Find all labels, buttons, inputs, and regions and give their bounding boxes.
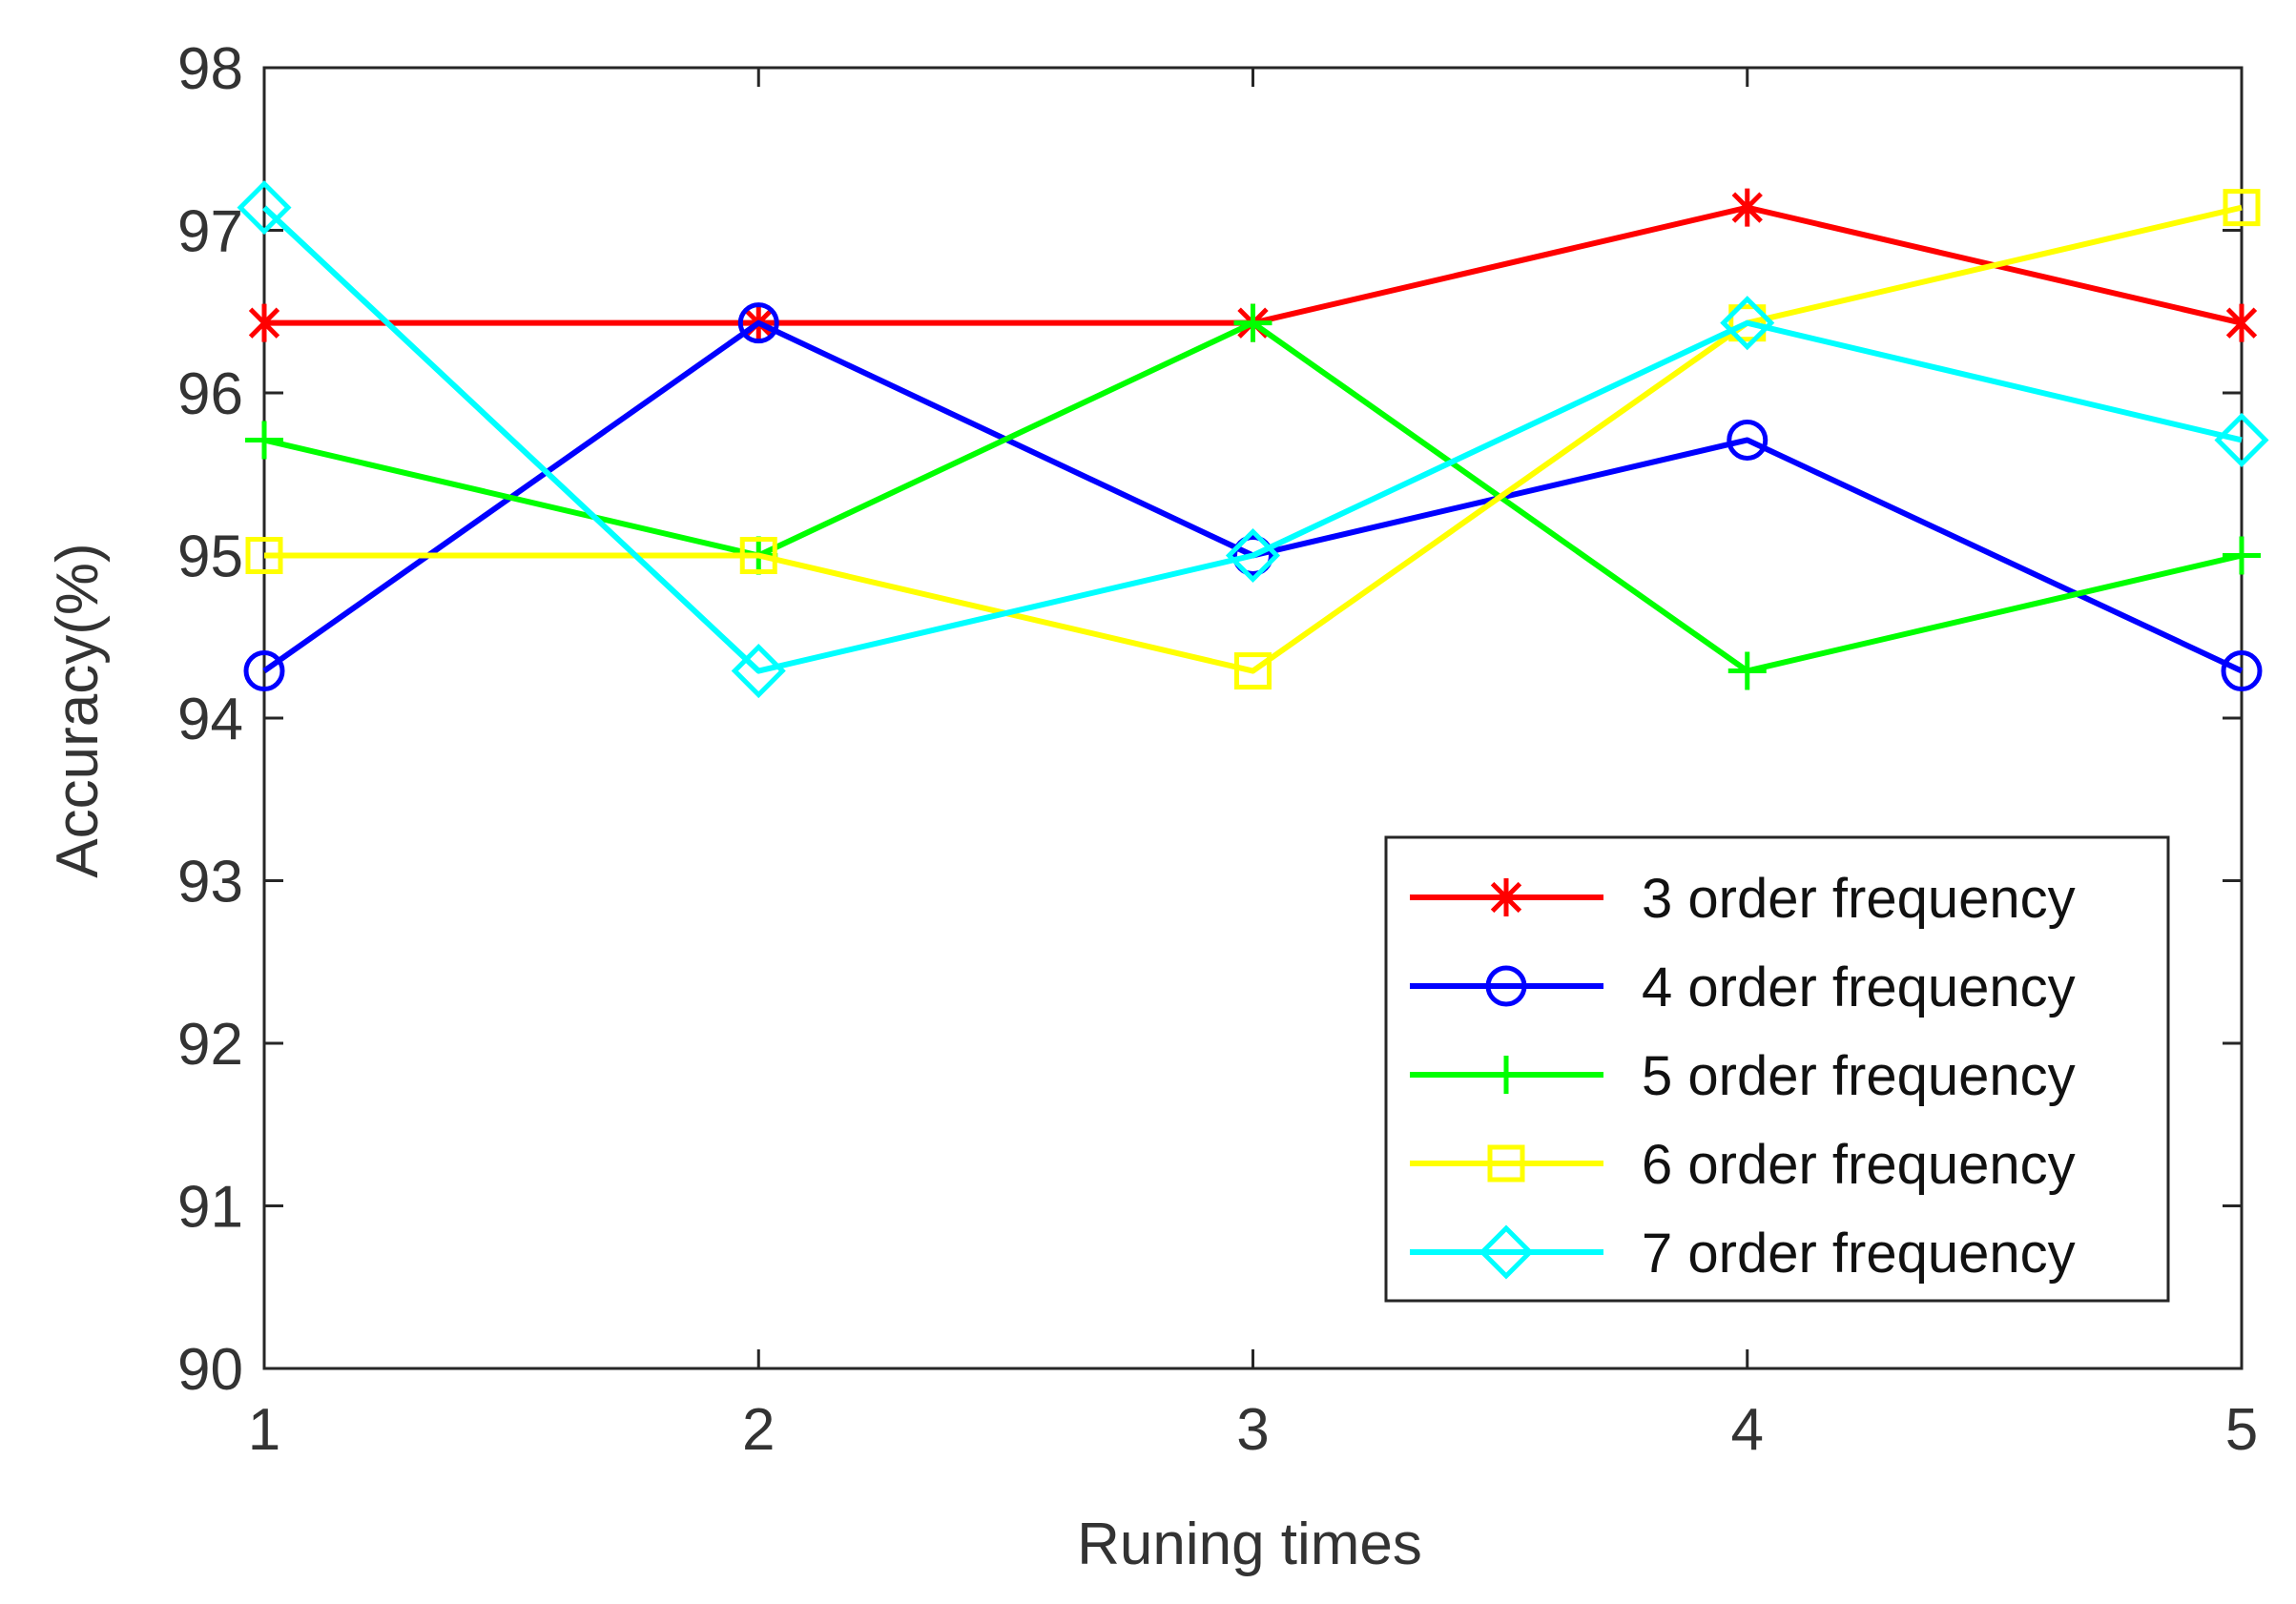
- series-4: [245, 189, 2261, 690]
- square-marker: [739, 537, 777, 574]
- circle-marker: [737, 302, 779, 344]
- square-marker: [245, 537, 283, 574]
- y-tick-label: 98: [177, 36, 243, 102]
- y-tick-label: 91: [177, 1175, 243, 1241]
- diamond-marker: [237, 180, 292, 236]
- series-line: [264, 204, 2243, 674]
- circle-marker: [2221, 650, 2263, 692]
- diamond-marker: [1225, 527, 1281, 584]
- x-tick-label: 4: [1731, 1397, 1764, 1463]
- x-tick-label: 3: [1236, 1397, 1269, 1463]
- circle-marker: [243, 650, 285, 692]
- square-marker: [2223, 189, 2261, 227]
- legend-label: 6 order frequency: [1642, 1134, 2076, 1196]
- diamond-marker: [731, 644, 786, 699]
- circle-marker: [1727, 419, 1769, 461]
- square-marker: [1728, 304, 1767, 342]
- plus-marker: [2223, 536, 2261, 575]
- square-marker: [1234, 652, 1272, 690]
- y-tick-label: 96: [177, 361, 243, 427]
- square-marker: [1487, 1144, 1525, 1182]
- y-tick-label: 93: [177, 850, 243, 915]
- y-tick-label: 92: [177, 1012, 243, 1078]
- x-axis-title: Runing times: [1077, 1511, 1422, 1577]
- diamond-marker: [1479, 1224, 1534, 1280]
- legend-item: 4 order frequency: [1410, 956, 2076, 1018]
- plus-marker: [1233, 303, 1272, 342]
- legend: 3 order frequency 4 order frequency 5 orde…: [1384, 835, 2170, 1303]
- circle-marker: [1232, 535, 1273, 576]
- legend-item: 5 order frequency: [1410, 1045, 2076, 1107]
- asterisk-marker: [1490, 878, 1522, 916]
- axes: 90 91 92 93 94 95 96 97 98 1 2 3 4 5: [177, 36, 2258, 1463]
- asterisk-marker: [1731, 188, 1763, 227]
- diamond-marker: [1720, 296, 1775, 351]
- series-group: [237, 180, 2269, 699]
- x-tick-label: 1: [248, 1397, 280, 1463]
- series-line: [261, 205, 2243, 674]
- y-tick-label: 94: [177, 687, 243, 752]
- y-tick-label: 90: [177, 1337, 243, 1403]
- asterisk-marker: [2225, 303, 2258, 342]
- legend-label: 4 order frequency: [1642, 956, 2076, 1018]
- legend-item: 7 order frequency: [1410, 1223, 2076, 1285]
- y-tick-label: 95: [177, 524, 243, 590]
- series-5: [237, 180, 2269, 699]
- y-tick-label: 97: [177, 199, 243, 265]
- legend-item: 6 order frequency: [1410, 1134, 2076, 1196]
- legend-label: 7 order frequency: [1642, 1223, 2076, 1285]
- x-tick-label: 5: [2225, 1397, 2258, 1463]
- legend-label: 5 order frequency: [1642, 1045, 2076, 1107]
- asterisk-marker: [248, 303, 280, 342]
- plus-marker: [245, 421, 283, 460]
- x-tick-label: 2: [742, 1397, 775, 1463]
- plus-marker: [1487, 1056, 1525, 1094]
- diamond-marker: [2214, 412, 2269, 467]
- legend-box: [1384, 835, 2170, 1303]
- y-axis-title: Accuracy(%): [45, 543, 111, 877]
- circle-marker: [1485, 965, 1527, 1007]
- legend-item: 3 order frequency: [1410, 868, 2076, 930]
- plus-marker: [1727, 651, 1767, 690]
- legend-label: 3 order frequency: [1642, 868, 2076, 930]
